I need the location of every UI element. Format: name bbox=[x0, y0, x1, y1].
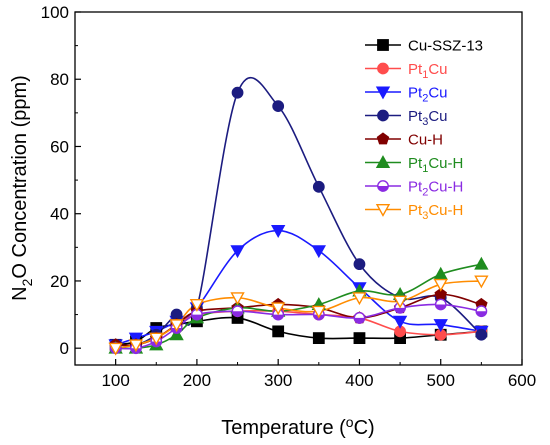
data-point bbox=[433, 278, 448, 292]
marker-half-fill bbox=[354, 317, 365, 324]
axes: 100 200 300 400 500 600 0 20 40 60 80 100 bbox=[41, 3, 537, 390]
x-tick-label: 200 bbox=[183, 371, 211, 390]
legend-item-pt3cu-h: Pt3Cu-H bbox=[365, 202, 463, 222]
data-point bbox=[108, 342, 123, 356]
series-points-pt3cu-h bbox=[108, 275, 489, 356]
x-tick-label: 500 bbox=[427, 371, 455, 390]
series-markers bbox=[108, 86, 489, 356]
x-tick-label: 100 bbox=[101, 371, 129, 390]
legend-marker bbox=[377, 109, 389, 122]
legend-label: Pt2Cu bbox=[408, 85, 448, 105]
y-tick-label: 20 bbox=[50, 272, 69, 291]
y-tick-label: 40 bbox=[50, 205, 69, 224]
data-point bbox=[312, 180, 325, 193]
data-point bbox=[311, 245, 326, 259]
data-point bbox=[169, 319, 184, 333]
legend-item-pt3cu: Pt3Cu bbox=[365, 108, 448, 128]
legend-marker bbox=[375, 155, 391, 168]
legend-label: Cu-SSZ-13 bbox=[408, 38, 483, 55]
x-tick-label: 600 bbox=[508, 371, 536, 390]
legend-marker bbox=[377, 180, 389, 192]
legend-label: Pt1Cu-H bbox=[408, 155, 463, 175]
y-tick-label: 100 bbox=[41, 3, 69, 22]
data-point bbox=[169, 327, 184, 341]
data-point bbox=[231, 305, 244, 318]
y-tick-label: 80 bbox=[50, 70, 69, 89]
legend-marker bbox=[377, 39, 389, 51]
legend-label: Cu-H bbox=[408, 132, 443, 149]
marker-half-fill bbox=[272, 314, 284, 320]
data-point bbox=[434, 298, 447, 311]
data-point bbox=[353, 332, 366, 345]
legend-label: Pt3Cu-H bbox=[408, 202, 463, 222]
marker-half-fill bbox=[377, 186, 389, 192]
data-point bbox=[271, 225, 286, 238]
x-axis-title: Temperature (oC) bbox=[221, 414, 374, 439]
data-point bbox=[474, 275, 489, 289]
data-point bbox=[352, 292, 367, 306]
data-point bbox=[272, 100, 285, 113]
y-tick-label: 0 bbox=[60, 339, 69, 358]
legend-marker bbox=[375, 204, 391, 217]
legend-marker bbox=[375, 86, 391, 100]
series-line-pt2cu bbox=[115, 229, 482, 346]
data-point bbox=[189, 299, 205, 312]
legend-item-cu-h: Cu-H bbox=[365, 132, 443, 149]
data-point bbox=[271, 302, 286, 316]
y-axis-title: N2O Concentration (ppm) bbox=[9, 75, 35, 301]
marker-half-fill bbox=[476, 311, 487, 317]
marker-half-fill bbox=[191, 314, 203, 320]
data-point bbox=[231, 86, 244, 99]
data-point bbox=[475, 305, 488, 318]
data-point bbox=[311, 305, 326, 319]
legend-item-pt2cu-h: Pt2Cu-H bbox=[365, 179, 463, 199]
data-point bbox=[272, 325, 285, 338]
legend-label: Pt1Cu bbox=[408, 61, 448, 81]
data-point bbox=[392, 295, 408, 309]
data-point bbox=[230, 245, 245, 259]
legend-item-pt2cu: Pt2Cu bbox=[365, 85, 448, 105]
legend-item-pt1cu: Pt1Cu bbox=[365, 61, 448, 81]
legend-marker bbox=[376, 132, 390, 145]
data-point bbox=[475, 328, 488, 341]
legend-label: Pt2Cu-H bbox=[408, 179, 463, 199]
legend-item-pt1cu-h: Pt1Cu-H bbox=[365, 155, 463, 175]
data-point bbox=[128, 339, 144, 353]
series-line-cu-ssz-13 bbox=[115, 316, 482, 346]
legend-marker bbox=[377, 62, 389, 75]
data-point bbox=[230, 292, 245, 306]
marker-half-fill bbox=[394, 307, 406, 314]
legend: Cu-SSZ-13 Pt1Cu Pt2Cu Pt3Cu Cu-H Pt1Cu-H Pt2Cu… bbox=[365, 38, 483, 222]
legend-label: Pt3Cu bbox=[408, 108, 448, 128]
data-point bbox=[474, 256, 489, 270]
data-point bbox=[312, 332, 325, 345]
marker-half-fill bbox=[232, 311, 243, 317]
x-tick-label: 400 bbox=[345, 371, 373, 390]
legend-item-cu-ssz-13: Cu-SSZ-13 bbox=[365, 38, 483, 55]
y-tick-label: 60 bbox=[50, 137, 69, 156]
data-point bbox=[353, 258, 366, 271]
plot-frame bbox=[74, 11, 523, 366]
data-point bbox=[353, 312, 366, 324]
data-point bbox=[149, 332, 164, 346]
data-point bbox=[392, 315, 408, 329]
data-point bbox=[433, 319, 448, 333]
x-tick-label: 300 bbox=[264, 371, 292, 390]
marker-half-fill bbox=[435, 304, 446, 310]
